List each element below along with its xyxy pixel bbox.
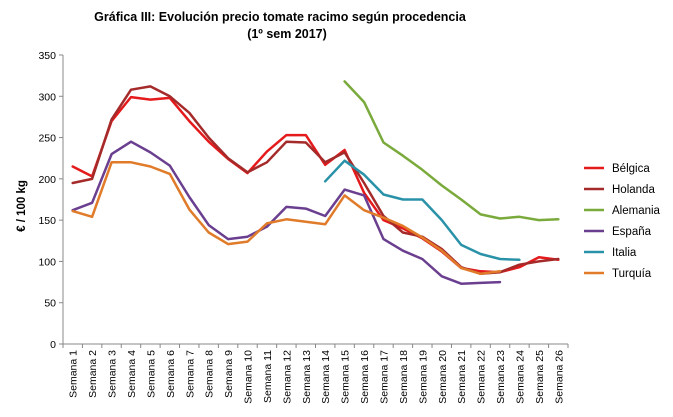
x-tick-label: Semana 5 [145, 350, 157, 398]
x-tick-label: Semana 23 [495, 350, 507, 404]
x-tick-label: Semana 13 [301, 350, 313, 404]
series-line-alemania [343, 80, 560, 222]
legend-label-holanda: Holanda [612, 184, 655, 196]
x-tick-label: Semana 16 [359, 350, 371, 404]
legend-label-italia: Italia [612, 247, 637, 259]
legend: Bélgica Holanda Alemania España Italia Turquí… [584, 163, 661, 280]
y-tick-label: 50 [44, 298, 56, 310]
x-tick-label: Semana 17 [378, 350, 390, 404]
x-tick-label: Semana 20 [437, 350, 449, 404]
x-tick-label: Semana 11 [262, 350, 274, 403]
x-tick-label: Semana 21 [456, 350, 468, 404]
x-tick-label: Semana 7 [184, 350, 196, 398]
x-tick-label: Semana 6 [165, 350, 177, 398]
x-tick-label: Semana 19 [417, 350, 429, 404]
legend-label-belgica: Bélgica [612, 163, 650, 175]
x-tick-label: Semana 3 [107, 350, 119, 398]
y-tick-label: 150 [38, 215, 56, 227]
x-tick-label: Semana 26 [553, 350, 565, 404]
axes: 0 50 100 150 200 250 300 350 Semana 1 Semana 2 Sem… [38, 50, 569, 404]
y-tick-label: 300 [38, 91, 56, 103]
x-tick-label: Semana 12 [281, 350, 293, 404]
x-tick-label: Semana 2 [87, 350, 99, 398]
series-line-italia [323, 159, 521, 262]
legend-label-alemania: Alemania [612, 205, 661, 217]
y-tick-label: 0 [50, 339, 56, 351]
series-line-belgica [71, 95, 560, 274]
x-tick-label: Semana 25 [534, 350, 546, 404]
y-tick-label: 250 [38, 133, 56, 145]
x-tick-label: Semana 4 [126, 350, 138, 398]
series-line-holanda [71, 85, 560, 276]
y-tick-label: 200 [38, 174, 56, 186]
y-tick-label: 350 [38, 50, 56, 62]
x-tick-label: Semana 1 [68, 350, 80, 398]
x-tick-label: Semana 8 [204, 350, 216, 398]
y-tick-label: 100 [38, 256, 56, 268]
series-layer [71, 80, 560, 285]
x-tick-label: Semana 10 [243, 350, 255, 404]
legend-label-espana: España [612, 226, 652, 238]
legend-label-turquia: Turquía [612, 268, 652, 280]
chart-title-line2: (1º sem 2017) [247, 27, 327, 41]
x-tick-label: Semana 18 [398, 350, 410, 404]
series-line-turquia [71, 161, 502, 276]
x-tick-label: Semana 15 [340, 350, 352, 404]
chart-title-line1: Gráfica III: Evolución precio tomate rac… [94, 10, 467, 24]
series-line-espana [71, 140, 502, 285]
y-axis-label: € / 100 kg [16, 180, 28, 232]
x-tick-label: Semana 22 [476, 350, 488, 404]
x-tick-label: Semana 24 [514, 350, 526, 404]
x-tick-label: Semana 9 [223, 350, 235, 398]
x-tick-label: Semana 14 [320, 350, 332, 404]
